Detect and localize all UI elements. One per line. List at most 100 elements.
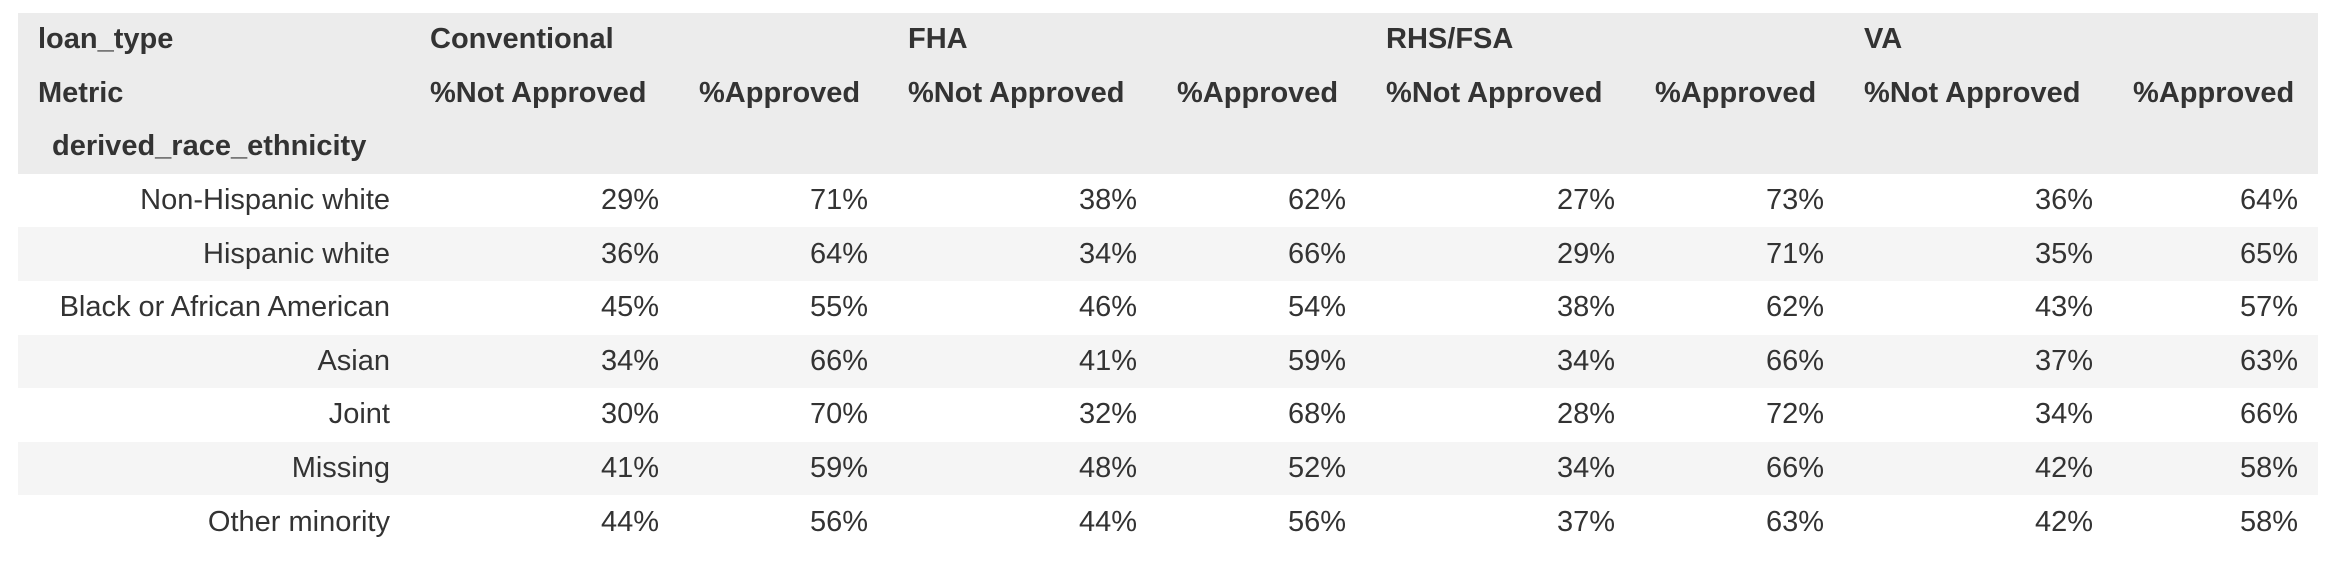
table-cell: 65% <box>2240 237 2299 270</box>
metric-header-approved: %Approved <box>1177 76 1339 109</box>
row-label: Other minority <box>207 505 390 538</box>
table-cell: 42% <box>2035 452 2094 485</box>
index-name-label: derived_race_ethnicity <box>52 130 367 163</box>
row-label: Asian <box>317 344 390 377</box>
table-cell: 71% <box>1766 237 1825 270</box>
table-cell: 36% <box>2035 184 2094 217</box>
metric-header-approved: %Approved <box>1655 76 1817 109</box>
table-cell: 29% <box>1556 237 1616 270</box>
table-row: Non-Hispanic white 29% 71% 38% 62% 27% 7… <box>18 173 2319 228</box>
table-cell: 34% <box>600 344 659 377</box>
empty-header-cell <box>1635 120 1844 174</box>
metric-axis-label: Metric <box>38 76 124 109</box>
table-cell: 58% <box>2240 505 2299 538</box>
table-cell: 59% <box>809 452 869 485</box>
metric-header-not-approved: %Not Approved <box>908 76 1125 109</box>
table-cell: 45% <box>600 291 659 324</box>
table-cell: 37% <box>2035 344 2094 377</box>
table-cell: 58% <box>2240 452 2299 485</box>
empty-header-cell <box>410 120 679 174</box>
table-cell: 46% <box>1078 291 1138 324</box>
loan-type-header-fha: FHA <box>908 23 968 56</box>
table-cell: 66% <box>1766 452 1825 485</box>
table-cell: 42% <box>2035 505 2094 538</box>
table-cell: 43% <box>2035 291 2094 324</box>
table-cell: 44% <box>600 505 659 538</box>
table-cell: 66% <box>1287 237 1347 270</box>
table-cell: 72% <box>1766 398 1825 431</box>
table-cell: 30% <box>600 398 659 431</box>
table-cell: 29% <box>600 184 659 217</box>
table-cell: 32% <box>1078 398 1138 431</box>
table-cell: 57% <box>2240 291 2299 324</box>
table-cell: 41% <box>600 452 659 485</box>
table-cell: 27% <box>1556 184 1616 217</box>
table-header: loan_type Conventional FHA RHS/FSA VA Me… <box>18 13 2319 174</box>
table-cell: 48% <box>1078 452 1138 485</box>
table-cell: 36% <box>600 237 659 270</box>
table-cell: 34% <box>2035 398 2094 431</box>
table-cell: 41% <box>1078 344 1138 377</box>
table-cell: 64% <box>809 237 869 270</box>
table-row: Missing 41% 59% 48% 52% 34% 66% 42% 58% <box>18 441 2319 496</box>
loan-type-header-rhs-fsa: RHS/FSA <box>1386 23 1514 56</box>
table-cell: 66% <box>809 344 869 377</box>
table-cell: 52% <box>1287 452 1347 485</box>
table-cell: 71% <box>809 184 869 217</box>
table-cell: 63% <box>2240 344 2299 377</box>
table-cell: 62% <box>1287 184 1347 217</box>
row-label: Joint <box>328 398 390 431</box>
empty-header-cell <box>888 120 1157 174</box>
table-cell: 34% <box>1078 237 1138 270</box>
table-body: Non-Hispanic white 29% 71% 38% 62% 27% 7… <box>18 173 2319 549</box>
empty-header-cell <box>1366 120 1635 174</box>
empty-header-cell <box>1844 120 2113 174</box>
table-cell: 38% <box>1556 291 1616 324</box>
table-cell: 54% <box>1287 291 1347 324</box>
loan-type-axis-label: loan_type <box>38 23 174 56</box>
header-row-metric: Metric %Not Approved %Approved %Not Appr… <box>18 66 2319 121</box>
metric-header-approved: %Approved <box>699 76 861 109</box>
empty-header-cell <box>679 120 888 174</box>
table-cell: 37% <box>1556 505 1616 538</box>
table-cell: 38% <box>1078 184 1138 217</box>
empty-header-cell <box>1157 120 1366 174</box>
header-row-index-name: derived_race_ethnicity <box>18 120 2319 174</box>
table-cell: 56% <box>1287 505 1347 538</box>
table-cell: 34% <box>1556 452 1616 485</box>
row-label: Non-Hispanic white <box>140 184 390 217</box>
empty-header-cell <box>2113 120 2318 174</box>
loan-type-header-va: VA <box>1864 23 1903 56</box>
table-cell: 62% <box>1766 291 1825 324</box>
table-row: Asian 34% 66% 41% 59% 34% 66% 37% 63% <box>18 334 2319 389</box>
row-label: Missing <box>291 452 390 485</box>
table-cell: 34% <box>1556 344 1616 377</box>
metric-header-not-approved: %Not Approved <box>1864 76 2081 109</box>
table-cell: 44% <box>1078 505 1138 538</box>
dataframe-container: loan_type Conventional FHA RHS/FSA VA Me… <box>18 13 2319 549</box>
row-label: Hispanic white <box>203 237 390 270</box>
row-label: Black or African American <box>59 291 390 324</box>
table-row: Hispanic white 36% 64% 34% 66% 29% 71% 3… <box>18 227 2319 281</box>
table-row: Black or African American 45% 55% 46% 54… <box>18 280 2319 335</box>
table-cell: 70% <box>809 398 869 431</box>
header-row-loan-type: loan_type Conventional FHA RHS/FSA VA <box>18 13 2319 67</box>
metric-header-approved: %Approved <box>2133 76 2295 109</box>
table-cell: 28% <box>1556 398 1616 431</box>
table-row: Joint 30% 70% 32% 68% 28% 72% 34% 66% <box>18 388 2319 442</box>
table-cell: 68% <box>1287 398 1347 431</box>
table-row: Other minority 44% 56% 44% 56% 37% 63% 4… <box>18 495 2319 549</box>
table-cell: 56% <box>809 505 869 538</box>
table-cell: 59% <box>1287 344 1347 377</box>
table-cell: 66% <box>1766 344 1825 377</box>
table-cell: 64% <box>2240 184 2299 217</box>
approval-rate-table: loan_type Conventional FHA RHS/FSA VA Me… <box>18 13 2319 549</box>
table-cell: 73% <box>1766 184 1825 217</box>
metric-header-not-approved: %Not Approved <box>430 76 647 109</box>
table-cell: 35% <box>2035 237 2094 270</box>
table-cell: 63% <box>1766 505 1825 538</box>
table-cell: 55% <box>809 291 869 324</box>
metric-header-not-approved: %Not Approved <box>1386 76 1603 109</box>
loan-type-header-conventional: Conventional <box>430 23 614 56</box>
table-cell: 66% <box>2240 398 2299 431</box>
